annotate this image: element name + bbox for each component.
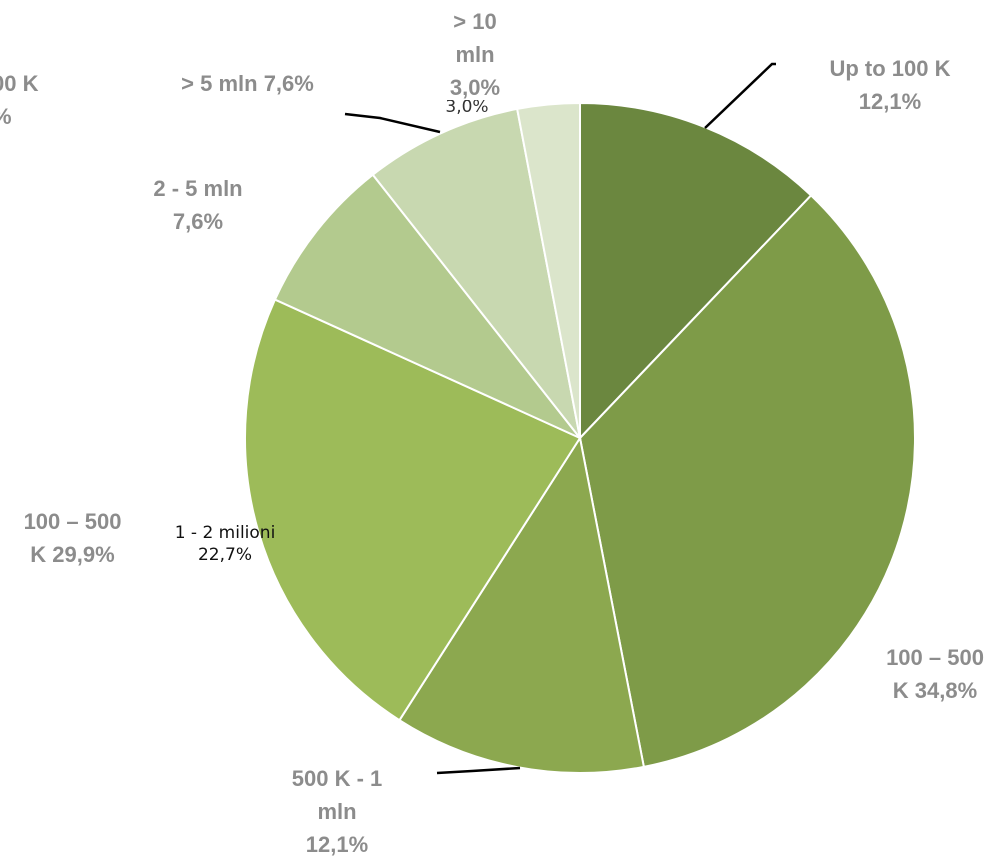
label-2-5mln: 2 - 5 mln 7,6%	[128, 172, 268, 238]
label-top-left-cut: 00 K %	[0, 71, 39, 129]
pie-slice-5	[371, 107, 581, 439]
label-gt5mln-value: 7,6%	[263, 71, 314, 96]
label-100-500k: 100 – 500 K 34,8%	[860, 641, 999, 707]
pie-slice-1	[578, 194, 916, 769]
label-gt5mln-name: > 5 mln	[181, 71, 258, 96]
label-gt10mln-value: 3,0%	[449, 75, 501, 100]
label-left-100-500k: 100 – 500 K 29,9%	[23, 509, 122, 567]
label-100-500k-line2: K 34,8%	[892, 678, 978, 703]
pie-slice-6	[515, 101, 581, 439]
label-1-2-milioni-value: 22,7%	[197, 545, 252, 565]
label-1-2-milioni: 1 - 2 milioni 22,7%	[150, 522, 300, 566]
label-500k-1mln-value: 12,1%	[305, 832, 369, 857]
label-100-500k-line1: 100 – 500	[886, 645, 984, 670]
label-1-2-milioni-name: 1 - 2 milioni	[174, 523, 276, 543]
label-2-5mln-name: 2 - 5 mln	[153, 176, 243, 201]
label-up-to-100k: Up to 100 K 12,1%	[800, 52, 980, 118]
label-up-to-100k-name: Up to 100 K	[829, 56, 951, 81]
pie-slice-3	[244, 298, 582, 722]
leader-lines	[344, 62, 776, 775]
label-2-5mln-value: 7,6%	[172, 209, 224, 234]
label-gt5mln: > 5 mln 7,6%	[160, 67, 335, 100]
pie-slices	[244, 101, 916, 774]
label-gt10mln-overlap: 3,0%	[445, 100, 489, 116]
leader-line-up-to-100k	[704, 62, 776, 129]
leader-line-gt5mln	[344, 112, 441, 134]
leader-line-500k-1mln	[436, 766, 521, 775]
label-500k-1mln: 500 K - 1 mln 12,1%	[272, 762, 402, 861]
pie-slice-4	[273, 173, 581, 439]
label-up-to-100k-value: 12,1%	[858, 89, 922, 114]
label-gt10mln: > 10 mln 3,0%	[420, 5, 530, 104]
